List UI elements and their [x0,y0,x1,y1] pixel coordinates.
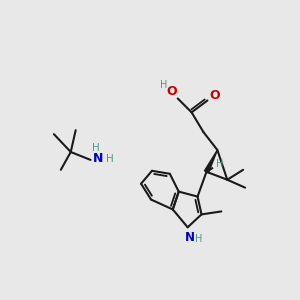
Text: H: H [195,234,202,244]
Text: N: N [93,152,104,165]
Text: H: H [92,143,99,153]
Text: O: O [167,85,177,98]
Text: O: O [209,89,220,102]
Text: H: H [216,159,223,169]
Text: H: H [160,80,168,90]
Text: H: H [106,154,113,164]
Polygon shape [205,150,218,173]
Text: N: N [184,231,195,244]
